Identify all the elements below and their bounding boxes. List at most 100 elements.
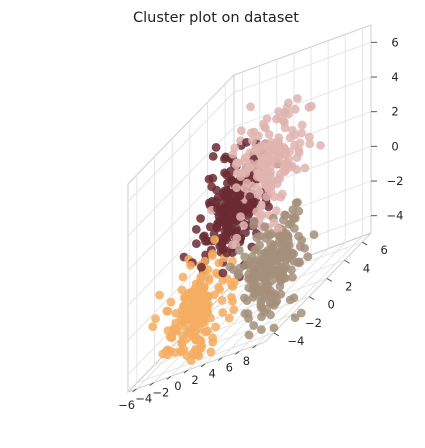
cluster-3-point	[262, 304, 272, 314]
x-tick-label: 0	[174, 379, 181, 393]
cluster-2-point	[167, 333, 177, 343]
cluster-0-point	[205, 222, 215, 232]
x-tick-mark	[252, 344, 257, 349]
cluster-3-point	[288, 272, 297, 282]
cluster-1-point	[261, 161, 270, 170]
cluster-3-point	[290, 313, 300, 323]
x-tick-mark	[132, 388, 137, 393]
cluster-3-point	[265, 257, 275, 266]
cluster-3-point	[277, 266, 286, 276]
cluster-1-point	[268, 176, 277, 186]
y-tick-mark	[326, 277, 333, 282]
cluster-2-point	[190, 350, 200, 360]
cluster-2-point	[163, 350, 173, 360]
cluster-1-point	[280, 117, 289, 127]
cluster-3-point	[257, 325, 266, 334]
cluster-1-point	[305, 139, 315, 149]
cluster-1-point	[273, 224, 283, 234]
cluster-1-point	[272, 114, 281, 124]
cluster-2-point	[179, 301, 188, 311]
cluster-1-point	[255, 212, 265, 222]
y-tick-mark	[344, 259, 350, 264]
z-tick-label: 6	[391, 35, 398, 49]
x-tick-mark	[166, 375, 172, 380]
grid-line-z-left	[127, 230, 235, 341]
chart-title: Cluster plot on dataset	[133, 10, 299, 26]
cluster-1-point	[247, 181, 257, 191]
cluster-3-point	[278, 245, 288, 255]
cluster-0-point	[220, 196, 230, 206]
cluster-3-point	[254, 257, 264, 267]
cluster-3-point	[275, 231, 285, 241]
cluster-3-point	[258, 286, 267, 296]
cluster-1-point	[236, 212, 245, 222]
cluster-1-point	[239, 221, 249, 230]
cluster-2-point	[166, 297, 176, 307]
cluster-2-point	[206, 347, 216, 357]
cluster-2-point	[171, 318, 181, 328]
cluster-1-point	[282, 102, 292, 112]
cluster-0-point	[196, 214, 206, 223]
cluster-3-point	[248, 277, 257, 286]
x-tick-mark	[217, 357, 223, 362]
cluster-1-point	[297, 128, 306, 138]
cluster-2-point	[224, 313, 234, 323]
cluster-2-point	[215, 285, 225, 294]
z-tick-label: −4	[387, 209, 404, 223]
x-tick-label: 2	[191, 373, 198, 387]
cluster-2-point	[162, 306, 172, 316]
y-tick-label: 0	[328, 298, 335, 312]
cluster-1-point	[304, 102, 314, 112]
cluster-3-point	[276, 289, 286, 299]
cluster-2-point	[211, 322, 221, 332]
cluster-3-point	[240, 309, 250, 319]
cluster-2-point	[217, 296, 227, 305]
cluster-1-point	[236, 169, 246, 178]
y-tick-label: −2	[305, 316, 322, 330]
cluster-2-point	[186, 261, 195, 270]
cluster-3-point	[249, 220, 258, 230]
cluster-2-point	[176, 346, 185, 356]
cluster-0-point	[211, 143, 221, 152]
x-tick-mark	[149, 382, 154, 387]
cluster-1-point	[261, 123, 270, 133]
cluster-2-point	[196, 301, 206, 311]
cluster-0-point	[208, 173, 218, 183]
cluster-2-point	[188, 328, 198, 337]
cluster-2-point	[203, 326, 213, 336]
z-tick-label: 2	[391, 105, 398, 119]
cluster-0-point	[208, 152, 218, 161]
cluster-3-point	[263, 230, 272, 239]
cluster-1-point	[251, 165, 261, 174]
cluster-1-point	[316, 141, 325, 150]
x-tick-label: 8	[243, 354, 250, 368]
cluster-1-point	[256, 202, 266, 212]
cluster-2-point	[204, 273, 214, 283]
cluster-2-point	[148, 322, 158, 332]
y-tick-label: 6	[381, 243, 388, 257]
cluster-2-point	[214, 258, 224, 268]
cluster-2-point	[196, 273, 206, 283]
cluster-3-point	[265, 297, 275, 307]
cluster-0-point	[192, 239, 201, 249]
cluster-0-point	[226, 209, 236, 219]
cluster-0-point	[245, 192, 255, 202]
cluster-2-point	[229, 305, 239, 315]
x-tick-mark	[200, 363, 206, 368]
cluster-2-point	[186, 313, 196, 323]
cluster-1-point	[281, 161, 291, 171]
cluster-3-point	[294, 231, 304, 241]
x-tick-label: −6	[118, 398, 135, 412]
cluster-0-point	[222, 235, 232, 245]
cluster-1-point	[232, 233, 242, 243]
cluster-1-point	[288, 125, 297, 135]
cluster-1-point	[259, 172, 269, 182]
cluster-3-point	[267, 245, 276, 254]
cluster-1-point	[290, 104, 300, 114]
cluster-1-point	[269, 218, 279, 228]
cluster-3-point	[240, 252, 250, 262]
cluster-3-point	[280, 238, 289, 248]
